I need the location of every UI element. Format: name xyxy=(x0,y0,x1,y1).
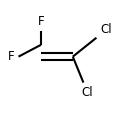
Text: Cl: Cl xyxy=(81,86,93,99)
Text: F: F xyxy=(8,50,15,63)
Text: F: F xyxy=(38,15,44,28)
Text: Cl: Cl xyxy=(100,23,112,36)
